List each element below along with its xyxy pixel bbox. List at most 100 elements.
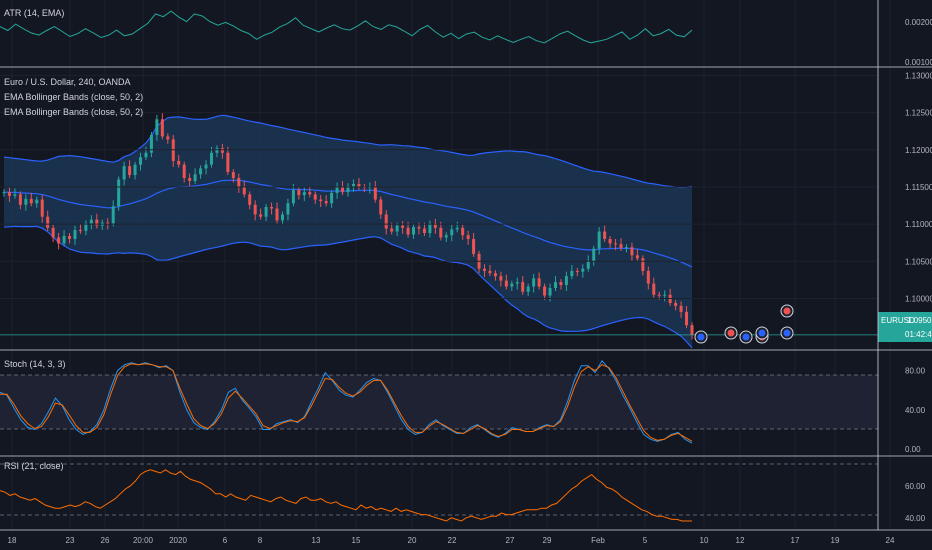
time-tick-label: 10	[700, 536, 709, 545]
time-tick-label: 17	[791, 536, 800, 545]
candle-body	[313, 194, 317, 200]
candle-body	[280, 214, 284, 221]
candle-body	[68, 236, 72, 239]
stoch-band-fill	[0, 375, 878, 429]
candle-body	[89, 219, 93, 224]
candle-body	[95, 219, 99, 226]
candle-body	[248, 194, 252, 205]
candle-body	[614, 243, 618, 245]
currency-flag-icon[interactable]	[780, 304, 794, 318]
time-tick-label: 29	[543, 536, 552, 545]
currency-flag-icon[interactable]	[780, 326, 794, 340]
candle-body	[373, 186, 377, 200]
economic-events[interactable]	[694, 304, 794, 344]
price-tag[interactable]: EURUSD 1.09505 01:42:48	[878, 312, 932, 342]
candle-body	[193, 174, 197, 181]
price-scale[interactable]: 1.13000 1.12500 1.12000 1.11500 1.11000 1.105…	[0, 71, 932, 303]
candle-body	[603, 231, 607, 239]
rsi-scale[interactable]: 60.00 40.00	[905, 482, 926, 523]
candle-body	[302, 192, 306, 196]
time-axis[interactable]: 18 23 26 20:00 2020 6 8 13 15 20 22 27 29 Feb 5 10 12 17 1…	[8, 536, 895, 545]
currency-flag-icon[interactable]	[755, 326, 769, 340]
candle-body	[177, 160, 181, 165]
candle-body	[619, 244, 623, 248]
candle-body	[401, 225, 405, 228]
candle-body	[455, 227, 459, 230]
candle-body	[493, 273, 497, 277]
candle-body	[341, 186, 345, 193]
price-tick-label: 1.12500	[905, 109, 932, 118]
candle-body	[685, 311, 689, 326]
candle-body	[62, 236, 66, 244]
candle-body	[553, 282, 557, 289]
atr-pane[interactable]: ATR (14, EMA) 0.00200 0.00100	[0, 8, 932, 67]
candle-body	[330, 192, 334, 204]
time-tick-label: 24	[886, 536, 895, 545]
candle-body	[144, 152, 148, 158]
candle-body	[586, 261, 590, 269]
price-tick-label: 1.10500	[905, 257, 932, 266]
atr-tick-label: 0.00200	[905, 18, 932, 27]
currency-flag-icon[interactable]	[694, 330, 708, 344]
candle-body	[379, 199, 383, 215]
candle-body	[231, 172, 235, 179]
time-tick-label: 22	[448, 536, 457, 545]
rsi-pane[interactable]: RSI (21, close) 60.00 40.00	[0, 461, 926, 523]
candle-body	[155, 119, 159, 135]
candle-body	[526, 286, 530, 292]
candle-body	[428, 223, 432, 234]
stoch-pane[interactable]: Stoch (14, 3, 3) 80.00 40.00 0.00	[0, 359, 926, 454]
candle-body	[679, 305, 683, 312]
candle-body	[324, 201, 328, 204]
candle-body	[450, 229, 454, 236]
candle-body	[466, 235, 470, 239]
time-tick-label: 20:00	[133, 536, 154, 545]
candle-body	[652, 283, 656, 295]
candle-body	[264, 207, 268, 217]
candle-body	[559, 282, 563, 286]
stoch-scale[interactable]: 80.00 40.00 0.00	[905, 367, 926, 454]
candle-body	[35, 199, 39, 204]
stoch-k-line	[0, 359, 693, 444]
price-legend-bb1: EMA Bollinger Bands (close, 50, 2)	[4, 92, 143, 102]
candle-body	[564, 276, 568, 286]
candle-body	[663, 294, 667, 296]
atr-price-scale[interactable]: 0.00200 0.00100	[905, 18, 932, 67]
time-tick-label: 23	[66, 536, 75, 545]
currency-flag-icon[interactable]	[724, 326, 738, 340]
bollinger-lower-band	[3, 225, 693, 349]
price-pane[interactable]: 1.13000 1.12500 1.12000 1.11500 1.11000 1.105…	[0, 71, 932, 349]
candle-body	[215, 148, 219, 153]
time-tick-label: 12	[736, 536, 745, 545]
candle-body	[630, 247, 634, 256]
candle-body	[635, 255, 639, 259]
candle-body	[575, 270, 579, 272]
time-tick-label: 13	[312, 536, 321, 545]
candle-body	[275, 208, 279, 221]
candle-body	[597, 231, 601, 249]
candle-body	[117, 179, 121, 207]
candle-body	[406, 227, 410, 235]
bollinger-band-fill	[4, 115, 692, 348]
price-legend-bb2: EMA Bollinger Bands (close, 50, 2)	[4, 107, 143, 117]
candle-body	[7, 192, 11, 196]
candle-body	[2, 192, 6, 194]
candle-body	[13, 194, 17, 196]
candle-body	[608, 238, 612, 244]
candle-body	[395, 225, 399, 232]
candle-body	[543, 286, 547, 296]
candle-body	[570, 270, 574, 277]
candle-body	[259, 214, 263, 217]
candle-body	[510, 283, 514, 287]
stoch-d-line	[0, 363, 693, 442]
candle-body	[308, 192, 312, 195]
price-legend-symbol: Euro / U.S. Dollar, 240, OANDA	[4, 77, 131, 87]
currency-flag-icon[interactable]	[739, 330, 753, 344]
candle-body	[674, 302, 678, 306]
time-tick-label: 5	[643, 536, 648, 545]
rsi-tick-label: 60.00	[905, 482, 926, 491]
atr-tick-label: 0.00100	[905, 58, 932, 67]
candle-body	[690, 325, 694, 335]
candle-body	[335, 186, 339, 193]
